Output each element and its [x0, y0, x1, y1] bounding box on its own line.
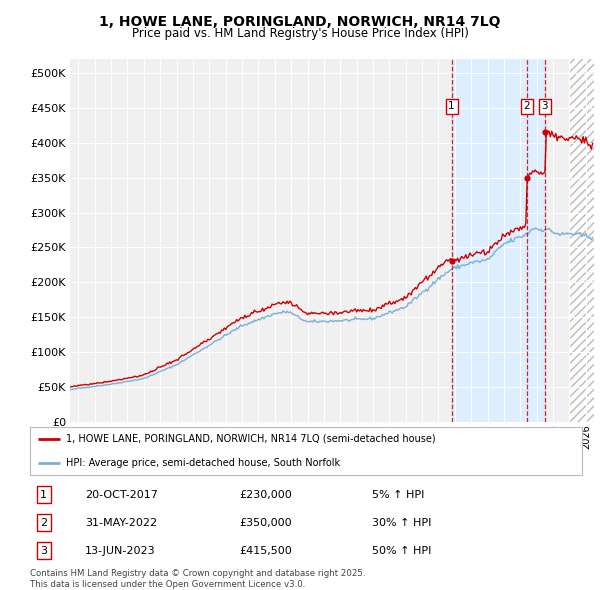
- Text: £230,000: £230,000: [240, 490, 293, 500]
- Text: 1: 1: [448, 101, 455, 111]
- Text: HPI: Average price, semi-detached house, South Norfolk: HPI: Average price, semi-detached house,…: [66, 458, 340, 468]
- Text: 1, HOWE LANE, PORINGLAND, NORWICH, NR14 7LQ (semi-detached house): 1, HOWE LANE, PORINGLAND, NORWICH, NR14 …: [66, 434, 436, 444]
- Text: £415,500: £415,500: [240, 546, 293, 556]
- Text: 13-JUN-2023: 13-JUN-2023: [85, 546, 156, 556]
- Text: Price paid vs. HM Land Registry's House Price Index (HPI): Price paid vs. HM Land Registry's House …: [131, 27, 469, 40]
- Text: £350,000: £350,000: [240, 518, 292, 527]
- Text: 2: 2: [40, 518, 47, 527]
- Bar: [569, 3, 600, 422]
- Text: 1, HOWE LANE, PORINGLAND, NORWICH, NR14 7LQ: 1, HOWE LANE, PORINGLAND, NORWICH, NR14 …: [99, 15, 501, 29]
- Bar: [452, 59, 545, 422]
- Text: 1: 1: [40, 490, 47, 500]
- Text: 2: 2: [524, 101, 530, 111]
- Text: 30% ↑ HPI: 30% ↑ HPI: [372, 518, 431, 527]
- Text: 5% ↑ HPI: 5% ↑ HPI: [372, 490, 425, 500]
- Text: 31-MAY-2022: 31-MAY-2022: [85, 518, 157, 527]
- Text: Contains HM Land Registry data © Crown copyright and database right 2025.
This d: Contains HM Land Registry data © Crown c…: [30, 569, 365, 589]
- Text: 3: 3: [542, 101, 548, 111]
- Text: 20-OCT-2017: 20-OCT-2017: [85, 490, 158, 500]
- Text: 3: 3: [40, 546, 47, 556]
- Text: 50% ↑ HPI: 50% ↑ HPI: [372, 546, 431, 556]
